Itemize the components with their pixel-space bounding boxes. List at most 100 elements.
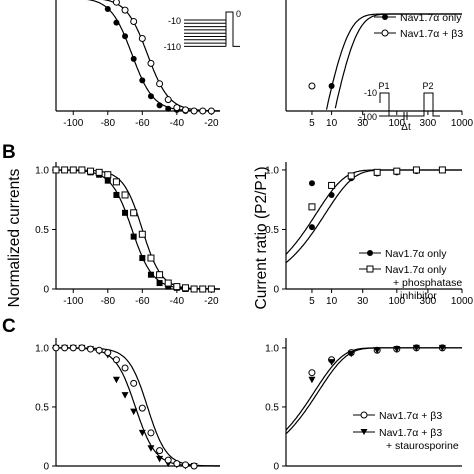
recovery-protocol-label-hold: -100 xyxy=(359,112,377,122)
x-tick-label: -40 xyxy=(170,296,185,307)
data-point xyxy=(104,6,111,12)
data-point xyxy=(69,166,77,174)
data-point xyxy=(328,359,336,366)
data-point xyxy=(190,462,198,470)
x-tick-label: -60 xyxy=(135,118,150,129)
data-point xyxy=(181,106,189,114)
x-tick-label: -80 xyxy=(101,118,116,129)
data-point xyxy=(130,379,138,387)
data-point xyxy=(147,271,154,278)
y-tick-label: 0.5 xyxy=(265,402,279,413)
legend-label: Nav1.7α + β3 xyxy=(379,410,442,422)
data-point xyxy=(95,346,103,354)
data-point xyxy=(173,104,181,112)
data-point xyxy=(164,279,172,287)
fit-curve xyxy=(325,13,462,110)
data-point xyxy=(207,107,215,115)
data-point xyxy=(139,255,146,262)
data-point xyxy=(52,166,60,174)
data-point xyxy=(438,166,446,174)
panel-b-right-chart: 5 10 30 100 300 1000 0 0.5 1.0 xyxy=(265,162,474,307)
data-point xyxy=(173,460,181,468)
data-point xyxy=(190,107,198,115)
data-point xyxy=(156,280,163,287)
data-point xyxy=(112,178,120,186)
data-point xyxy=(69,344,77,352)
data-point xyxy=(308,224,315,231)
legend-marker-filled-circle xyxy=(382,14,388,20)
data-point xyxy=(164,456,172,464)
data-point xyxy=(156,455,164,463)
data-point xyxy=(207,285,215,293)
y-tick-label: 0 xyxy=(43,462,49,473)
data-point xyxy=(138,34,146,42)
x-tick-label: 5 xyxy=(309,296,315,307)
legend-label: Nav1.7α only xyxy=(385,264,447,276)
legend-label: inhibitor xyxy=(400,290,437,302)
data-point xyxy=(112,376,120,384)
legend-panel-a: Nav1.7α only Nav1.7α + β3 xyxy=(374,12,463,40)
data-point xyxy=(121,364,129,372)
data-point xyxy=(173,283,181,291)
data-point xyxy=(199,107,207,115)
legend-label: Nav1.7α + β3 xyxy=(400,28,463,40)
data-point xyxy=(412,344,420,352)
data-point xyxy=(52,344,60,352)
inactivation-protocol-label-low: -110 xyxy=(164,42,181,52)
legend-label: Nav1.7α only xyxy=(385,248,447,260)
fit-curve xyxy=(285,347,462,435)
fit-curve xyxy=(55,347,220,467)
y-tick-label: 1.0 xyxy=(35,165,49,176)
data-point xyxy=(156,102,163,109)
data-point xyxy=(78,344,86,352)
data-point xyxy=(122,209,129,216)
data-point xyxy=(373,168,381,176)
data-point xyxy=(438,344,446,352)
x-tick-label: 1000 xyxy=(451,118,474,129)
y-tick-label: 0 xyxy=(273,285,279,296)
x-tick-label: 10 xyxy=(326,296,338,307)
y-tick-label: 1.0 xyxy=(265,343,279,354)
data-point xyxy=(61,166,69,174)
x-tick-label: 30 xyxy=(357,296,369,307)
legend-marker-filled-circle xyxy=(367,250,373,256)
fit-curve xyxy=(56,169,220,290)
data-point xyxy=(95,168,103,176)
data-point xyxy=(113,19,120,26)
legend-marker-open-circle xyxy=(360,411,368,419)
y-tick-label: 0 xyxy=(43,285,49,296)
y-tick-label: 0.5 xyxy=(265,225,279,236)
inactivation-protocol-label-high: -10 xyxy=(168,16,181,26)
data-point xyxy=(347,350,355,358)
legend-marker-open-square xyxy=(366,265,374,273)
panel-c-left-chart: 0 0.5 1.0 xyxy=(35,338,220,473)
y-axis-title-right: Current ratio (P2/P1) xyxy=(253,167,270,310)
y-tick-label: 0 xyxy=(273,462,279,473)
data-point xyxy=(181,461,189,469)
data-point xyxy=(113,191,120,198)
legend-marker-filled-triangle xyxy=(360,429,368,435)
x-tick-label: -40 xyxy=(170,118,185,129)
recovery-protocol-label-dt: Δt xyxy=(401,122,411,133)
x-tick-label: 30 xyxy=(357,118,369,129)
data-point xyxy=(412,166,420,174)
recovery-protocol-label-step: -10 xyxy=(364,88,377,98)
data-point xyxy=(165,105,172,112)
fit-curve xyxy=(102,0,220,112)
data-point xyxy=(130,233,137,240)
data-point xyxy=(122,33,129,40)
data-point xyxy=(147,93,154,100)
data-point xyxy=(308,376,316,384)
data-point xyxy=(78,166,86,174)
data-point xyxy=(130,55,137,62)
x-tick-label: 300 xyxy=(420,118,437,129)
x-tick-label: -60 xyxy=(135,296,150,307)
x-tick-label: 300 xyxy=(420,296,437,307)
inactivation-protocol-inset xyxy=(184,11,240,47)
data-point xyxy=(190,285,198,293)
data-point xyxy=(139,77,146,84)
data-point xyxy=(112,0,120,6)
x-tick-label: 10 xyxy=(326,118,338,129)
inactivation-protocol-label-test: 0 xyxy=(236,9,241,19)
